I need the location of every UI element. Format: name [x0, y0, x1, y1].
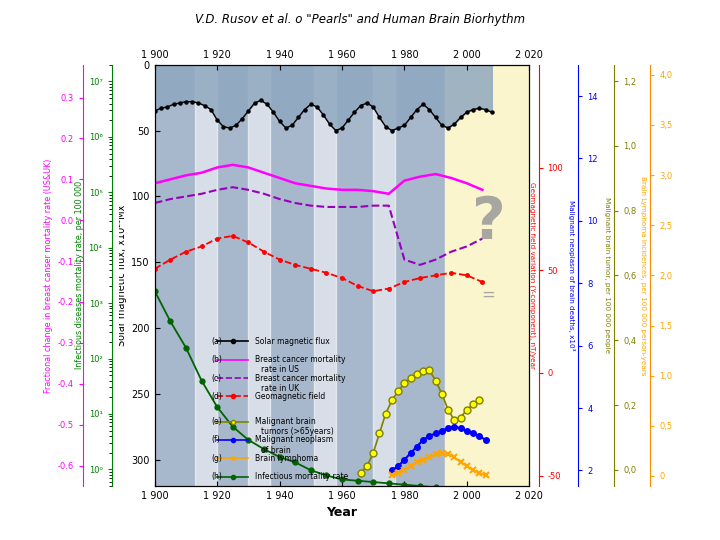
Bar — [195, 65, 217, 486]
Text: =: = — [482, 286, 495, 304]
Text: Infectious mortality rate: Infectious mortality rate — [255, 472, 348, 481]
Text: (b): (b) — [211, 355, 222, 364]
Y-axis label: Malignant brain tumor, per 100 000 people: Malignant brain tumor, per 100 000 peopl… — [604, 197, 611, 354]
Bar — [373, 65, 395, 486]
Text: Malignant brain: Malignant brain — [255, 417, 315, 426]
Text: Geomagnetic field: Geomagnetic field — [255, 392, 325, 401]
Y-axis label: Geomagnetic field variation (Y-component), nT/year: Geomagnetic field variation (Y-component… — [528, 182, 535, 369]
Y-axis label: Solar magnetic flux, x10²³Mx: Solar magnetic flux, x10²³Mx — [117, 205, 127, 346]
Text: (h): (h) — [211, 472, 222, 481]
X-axis label: Year: Year — [326, 507, 358, 519]
Y-axis label: Infectious diseases mortality rate, per 100 000: Infectious diseases mortality rate, per … — [76, 181, 84, 369]
Text: (c): (c) — [211, 374, 221, 382]
Text: (e): (e) — [211, 417, 222, 426]
Text: Breast cancer mortality: Breast cancer mortality — [255, 355, 345, 364]
Text: Brain lymphoma: Brain lymphoma — [255, 454, 318, 463]
Text: Malignant neoplasm: Malignant neoplasm — [255, 435, 333, 444]
Text: rate in UK: rate in UK — [261, 384, 299, 393]
Text: rate in US: rate in US — [261, 365, 299, 374]
Text: (f): (f) — [211, 435, 220, 444]
Text: ?: ? — [472, 194, 505, 251]
Y-axis label: Malignant neoplasm of brain deaths, x10³: Malignant neoplasm of brain deaths, x10³ — [568, 200, 575, 350]
Text: Breast cancer mortality: Breast cancer mortality — [255, 374, 345, 382]
Text: (a): (a) — [211, 337, 222, 346]
Text: (g): (g) — [211, 454, 222, 463]
Bar — [445, 65, 529, 486]
Text: Solar magnetic flux: Solar magnetic flux — [255, 337, 329, 346]
Bar — [248, 65, 270, 486]
Text: of brain: of brain — [261, 446, 291, 455]
Y-axis label: Fractional change in breast canser mortality rate (US&UK): Fractional change in breast canser morta… — [45, 158, 53, 393]
Y-axis label: Brain Lymphoma incidences, per 100 000 person-years: Brain Lymphoma incidences, per 100 000 p… — [640, 176, 647, 375]
Text: V.D. Rusov et al. o "Pearls" and Human Brain Biorhythm: V.D. Rusov et al. o "Pearls" and Human B… — [195, 14, 525, 26]
Bar — [314, 65, 336, 486]
Text: (d): (d) — [211, 392, 222, 401]
Text: tumors (>65years): tumors (>65years) — [261, 427, 333, 436]
